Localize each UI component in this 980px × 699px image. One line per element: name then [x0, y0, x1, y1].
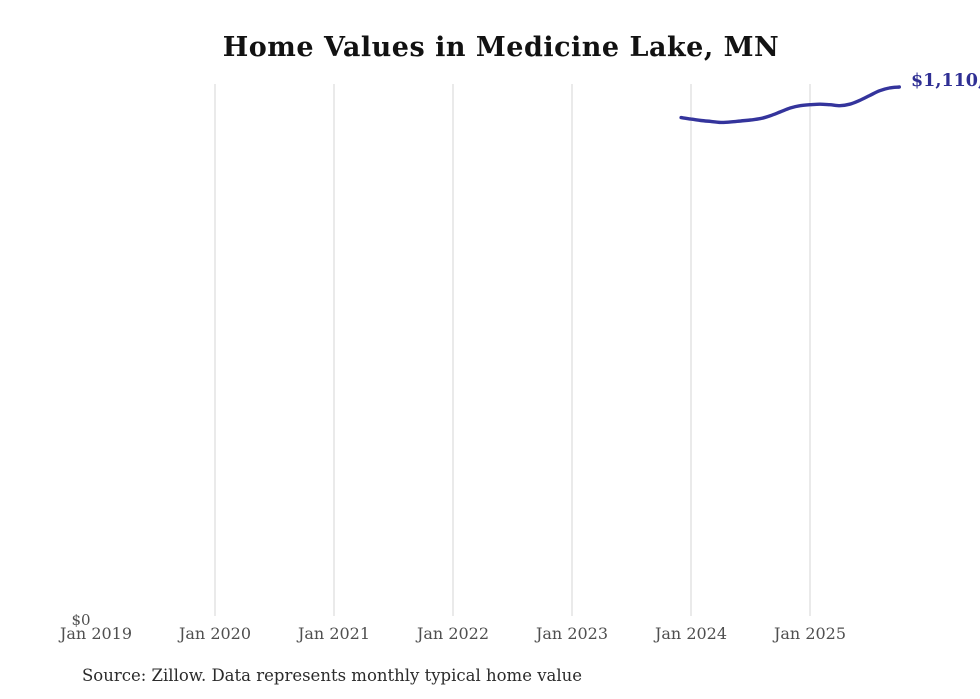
x-tick-label: Jan 2025 — [773, 624, 847, 643]
home-value-line — [679, 85, 901, 125]
x-tick-label: Jan 2024 — [654, 624, 728, 643]
x-tick-label: Jan 2023 — [535, 624, 609, 643]
x-tick-label: Jan 2020 — [178, 624, 252, 643]
source-note: Source: Zillow. Data represents monthly … — [82, 666, 583, 685]
y-axis-zero-label: $0 — [71, 611, 91, 629]
x-tick-label: Jan 2019 — [59, 624, 133, 643]
latest-value-label: $1,110,000 — [911, 71, 980, 91]
chart-title: Home Values in Medicine Lake, MN — [222, 32, 780, 63]
x-tick-label: Jan 2022 — [416, 624, 490, 643]
x-tick-label: Jan 2021 — [297, 624, 371, 643]
gridlines — [214, 84, 811, 616]
